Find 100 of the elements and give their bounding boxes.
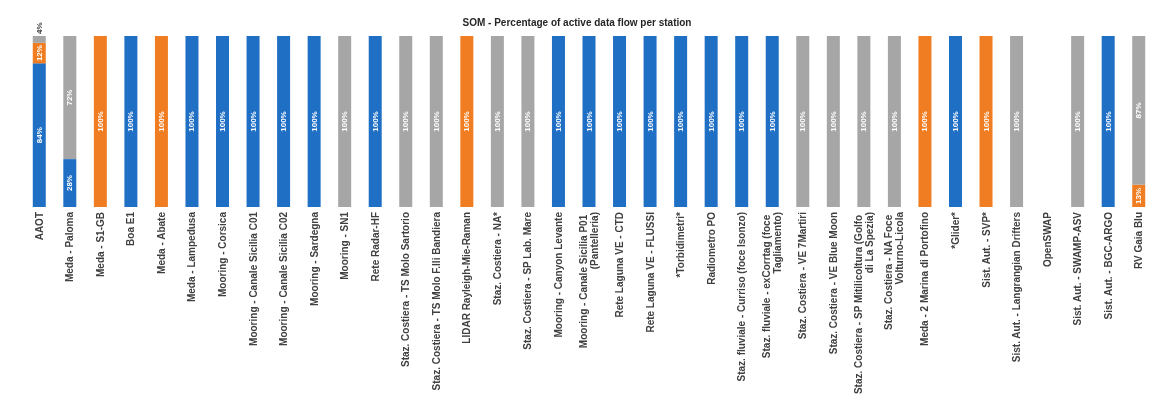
x-tick-label: Staz. Costiera - SP Mitilicoltura (Golfo di La Spezia) xyxy=(852,212,875,395)
x-tick-label: Meda - Paloma xyxy=(64,211,76,283)
x-tick-label: Meda - S1-GB xyxy=(94,212,106,278)
data-label: 100% xyxy=(156,111,166,132)
data-label: 100% xyxy=(828,111,838,132)
bar xyxy=(63,36,77,160)
bar xyxy=(32,63,46,207)
x-tick-label: LIDAR Rayleigh-Mie-Raman xyxy=(461,212,473,344)
x-tick-label: Boa E1 xyxy=(125,211,137,246)
x-tick-label: Staz. Costiera - TS Molo F.lli Bandiera xyxy=(430,211,442,391)
bar xyxy=(551,36,565,207)
x-tick-label: Mooring - Canyon Levante xyxy=(552,211,564,338)
x-tick-label: Staz. fluviale - Curriso (foce Isonzo) xyxy=(736,212,748,382)
bar xyxy=(735,36,749,207)
x-tick-label: *Torbidimetri* xyxy=(675,211,687,278)
data-label: 100% xyxy=(1012,111,1022,132)
chart-title: SOM - Percentage of active data flow per station xyxy=(462,16,692,28)
x-tick-label: Meda - Abate xyxy=(155,211,167,274)
bar xyxy=(704,36,718,207)
bar xyxy=(460,36,474,207)
data-label: 100% xyxy=(126,111,136,132)
bar xyxy=(399,36,413,207)
x-tick-label: Mooring - SN1 xyxy=(339,211,351,280)
data-label: 100% xyxy=(218,111,228,132)
x-tick-label: Staz. Costiera - NA Foce Volturno-Licola xyxy=(883,211,906,330)
bar xyxy=(643,36,657,207)
x-tick-label: Mooring - Canale Sicilia C02 xyxy=(278,211,290,346)
bar xyxy=(246,36,260,207)
data-label: 13% xyxy=(1134,187,1144,204)
bar xyxy=(796,36,810,207)
bar xyxy=(857,36,871,207)
x-tick-label: Staz. fluviale - exCorrtag (foce Tagliamento) xyxy=(761,212,784,359)
bar xyxy=(216,36,230,207)
bar xyxy=(429,36,443,207)
data-label: 100% xyxy=(584,111,594,132)
bar xyxy=(826,36,840,207)
x-tick-label: Rete Laguna VE - FLUSSI xyxy=(644,211,656,333)
data-label: 100% xyxy=(370,111,380,132)
x-tick-label: Sist. Aut. - SVP* xyxy=(980,211,992,288)
bar xyxy=(124,36,138,207)
bar xyxy=(277,36,291,207)
x-tick-label: Mooring - Canale Sicilia P01 (Pantelleria) xyxy=(578,212,600,349)
bar xyxy=(582,36,596,207)
x-tick-label: Staz. Costiera - NA* xyxy=(491,211,503,306)
x-tick-label: Mooring - Sardegna xyxy=(308,211,320,306)
bar xyxy=(1101,36,1115,207)
data-label: 100% xyxy=(523,111,533,132)
data-label: 87% xyxy=(1134,102,1144,119)
bar xyxy=(490,36,504,207)
bar xyxy=(918,36,932,207)
data-label: 100% xyxy=(248,111,258,132)
bar xyxy=(1071,36,1085,207)
bar xyxy=(521,36,535,207)
data-label: 100% xyxy=(553,111,563,132)
x-tick-label: Staz. Costiera - VE 7Martiri xyxy=(797,211,809,340)
data-label: 100% xyxy=(462,111,472,132)
x-tick-label: RV Gaia Blu xyxy=(1133,212,1145,270)
bar xyxy=(63,159,77,207)
bar xyxy=(93,36,107,207)
data-label: 100% xyxy=(981,111,991,132)
data-label: 100% xyxy=(95,111,105,132)
bar xyxy=(887,36,901,207)
data-label: 100% xyxy=(431,111,441,132)
data-label: 84% xyxy=(34,127,44,144)
data-label: 100% xyxy=(615,111,625,132)
bar xyxy=(307,36,321,207)
x-tick-label: Meda - 2 Marina di Portofino xyxy=(919,212,931,346)
x-tick-label: Sist. Aut. - BGC-ARGO xyxy=(1102,211,1114,320)
bar xyxy=(979,36,993,207)
data-label: 100% xyxy=(706,111,716,132)
data-label: 100% xyxy=(1073,111,1083,132)
x-tick-label: Staz. Costiera - VE Blue Moon xyxy=(827,212,839,355)
data-label: 100% xyxy=(798,111,808,132)
x-tick-label: Radiometro PO xyxy=(705,211,717,285)
data-label: 72% xyxy=(65,89,75,106)
data-label: 100% xyxy=(492,111,502,132)
bar xyxy=(1132,36,1146,185)
data-label: 100% xyxy=(279,111,289,132)
x-tick-label: Meda - Lampedusa xyxy=(186,211,198,303)
x-tick-label: AAOT xyxy=(33,212,45,241)
bar xyxy=(185,36,199,207)
data-label: 28% xyxy=(65,175,75,192)
x-tick-label: Staz. Costiera - TS Molo Sartorio xyxy=(400,212,412,368)
bar xyxy=(674,36,688,207)
bar xyxy=(154,36,168,207)
x-tick-label: *Glider* xyxy=(949,211,961,249)
x-tick-label: Sist. Aut. - Langrangian Drifters xyxy=(1011,211,1023,363)
x-tick-label: OpenSWAP xyxy=(1041,211,1053,268)
data-label: 100% xyxy=(737,111,747,132)
bar xyxy=(765,36,779,207)
data-label: 4% xyxy=(34,22,44,34)
data-label: 100% xyxy=(767,111,777,132)
data-label: 12% xyxy=(34,45,44,62)
x-tick-label: Staz. Costiera - SP Lab. Mare xyxy=(522,211,534,350)
data-label: 100% xyxy=(676,111,686,132)
x-tick-label: Rete Radar-HF xyxy=(369,212,381,282)
data-label: 100% xyxy=(889,111,899,132)
bar xyxy=(368,36,382,207)
bar xyxy=(613,36,627,207)
x-tick-label: Mooring - Canale Sicilia C01 xyxy=(247,211,259,346)
